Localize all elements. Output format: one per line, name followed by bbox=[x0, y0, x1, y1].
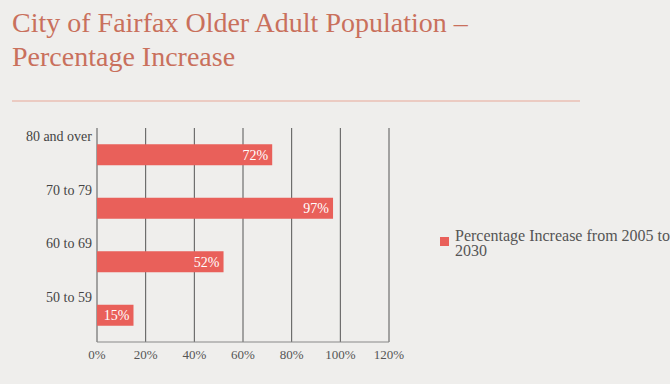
bar bbox=[97, 251, 224, 272]
title-rule bbox=[12, 101, 580, 102]
tick-label: 80% bbox=[280, 347, 304, 362]
bar bbox=[97, 305, 134, 326]
grid-line bbox=[340, 128, 341, 342]
bars bbox=[97, 144, 333, 326]
chart: 0% 20% 40% 60% 80% 100% 120% 80 and over 72% 70 t… bbox=[0, 0, 670, 384]
tick-label: 100% bbox=[325, 347, 356, 362]
legend-swatch bbox=[440, 237, 449, 246]
tick-label: 60% bbox=[231, 347, 255, 362]
data-label: 52% bbox=[194, 255, 220, 270]
title: City of Fairfax Older Adult Population –… bbox=[12, 6, 542, 74]
tick-label: 20% bbox=[134, 347, 158, 362]
category-label: 80 and over bbox=[26, 129, 92, 144]
grid-line bbox=[291, 128, 292, 342]
x-axis bbox=[97, 342, 389, 343]
legend: Percentage Increase from 2005 to 2030 bbox=[440, 228, 670, 258]
legend-label: Percentage Increase from 2005 to 2030 bbox=[455, 228, 670, 258]
data-label: 72% bbox=[243, 148, 269, 163]
category-label: 50 to 59 bbox=[46, 290, 92, 305]
tick-label: 40% bbox=[182, 347, 206, 362]
category-label: 70 to 79 bbox=[46, 183, 92, 198]
tick-label: 0% bbox=[88, 347, 106, 362]
bar bbox=[97, 144, 272, 165]
tick-label: 120% bbox=[374, 347, 405, 362]
data-label: 15% bbox=[104, 308, 130, 323]
bar bbox=[97, 198, 333, 219]
category-label: 60 to 69 bbox=[46, 236, 92, 251]
data-label: 97% bbox=[303, 201, 329, 216]
grid-line bbox=[389, 128, 390, 342]
